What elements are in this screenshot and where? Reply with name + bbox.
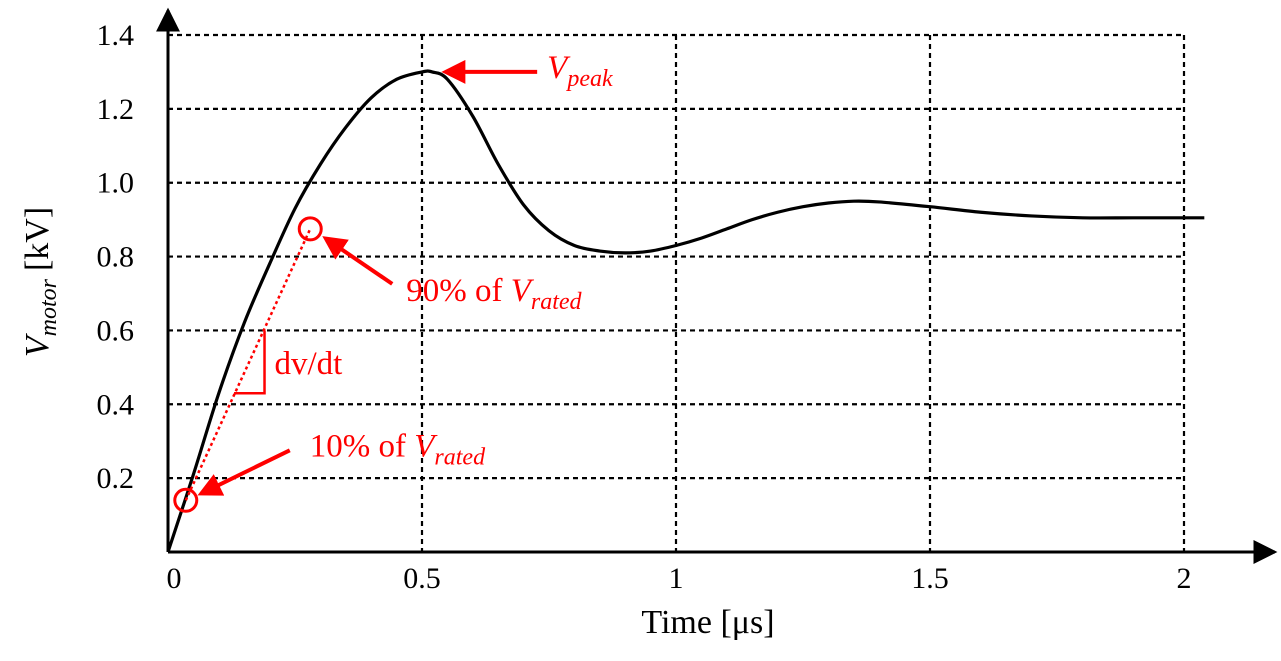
voltage-curve [166, 69, 1205, 553]
label-90-main: V [511, 273, 535, 309]
label-90-prefix: 90% of [406, 273, 510, 309]
label-10-percent: 10% of Vrated [310, 428, 486, 470]
label-10-sub: rated [434, 444, 486, 470]
y-tick-label: 0.8 [97, 241, 135, 274]
label-10-prefix: 10% of [310, 428, 414, 464]
label-90-percent: 90% of Vrated [406, 273, 582, 315]
marker-90-percent [297, 216, 323, 242]
y-tick-label: 0.4 [97, 388, 135, 421]
y-tick-label: 0.6 [97, 314, 135, 347]
x-tick-label: 1.5 [911, 562, 949, 595]
peak-label-sub: peak [565, 66, 613, 92]
x-tick-labels: 0 0.5 1 1.5 2 [167, 562, 1192, 595]
x-tick-label: 0 [167, 562, 182, 595]
label-10-main: V [414, 428, 438, 464]
x-tick-label: 1 [669, 562, 684, 595]
arrow-10-percent [197, 448, 291, 496]
marker-10-percent [173, 487, 199, 513]
y-axis-title-unit: [kV] [19, 207, 56, 271]
label-90-sub: rated [531, 289, 583, 315]
y-tick-label: 1.0 [97, 167, 135, 200]
y-axis-title: Vmotor[kV] [19, 207, 62, 357]
peak-label: Vpeak [547, 50, 613, 92]
y-tick-label: 1.4 [97, 19, 135, 52]
x-tick-label: 0.5 [403, 562, 441, 595]
y-tick-labels: 0.2 0.4 0.6 0.8 1.0 1.2 1.4 [97, 19, 135, 495]
slope-triangle [234, 330, 266, 395]
grid-lines [168, 33, 1186, 552]
arrow-90-percent [322, 236, 394, 286]
x-tick-label: 2 [1177, 562, 1192, 595]
slope-dotted-line [184, 228, 312, 501]
y-tick-label: 0.2 [97, 462, 135, 495]
x-axis-title: Time [μs] [641, 604, 774, 641]
peak-label-main: V [547, 50, 571, 86]
y-tick-label: 1.2 [97, 93, 135, 126]
y-axis-title-sub: motor [36, 278, 62, 336]
slope-label: dv/dt [275, 346, 343, 382]
